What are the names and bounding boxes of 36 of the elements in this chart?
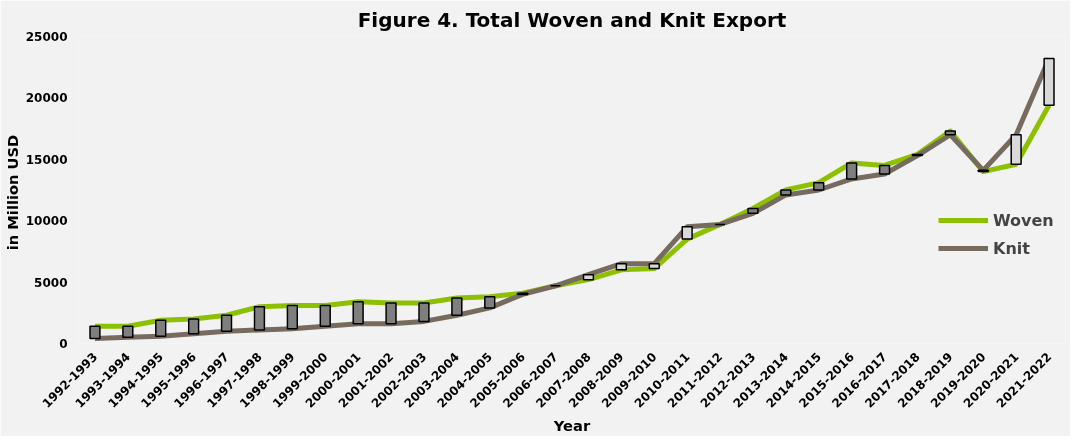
bar: [484, 296, 496, 309]
bar: [944, 130, 957, 136]
legend-label: Knit: [993, 238, 1030, 258]
bar: [220, 314, 233, 332]
x-axis-title: Year: [552, 416, 591, 434]
bar: [648, 262, 660, 270]
bar: [615, 262, 628, 271]
bar: [747, 207, 759, 215]
y-tick-label: 20000: [25, 91, 68, 106]
y-tick-label: 5000: [34, 275, 68, 290]
y-tick-label: 0: [59, 337, 68, 351]
bar: [89, 325, 101, 340]
bar: [155, 319, 167, 337]
bar: [681, 226, 693, 240]
y-tick-label: 10000: [25, 214, 68, 229]
bar: [352, 301, 364, 325]
bar: [451, 297, 463, 317]
legend-label: Woven: [993, 210, 1054, 230]
bar: [780, 189, 792, 196]
y-tick-label: 25000: [25, 30, 68, 44]
bar: [582, 273, 595, 281]
bar: [1010, 133, 1022, 165]
bar: [122, 325, 134, 339]
bar: [286, 304, 299, 330]
bar: [319, 304, 331, 328]
bar: [845, 162, 858, 180]
bar: [813, 181, 825, 191]
bar: [187, 318, 200, 335]
bar: [253, 305, 266, 331]
bar: [385, 302, 397, 325]
y-tick-label: 15000: [25, 152, 68, 167]
chart-title: Figure 4. Total Woven and Knit Export: [357, 7, 787, 32]
bar: [878, 164, 891, 175]
y-axis-title: in Million USD: [3, 134, 21, 251]
bar: [418, 302, 430, 323]
bar: [1043, 57, 1055, 107]
